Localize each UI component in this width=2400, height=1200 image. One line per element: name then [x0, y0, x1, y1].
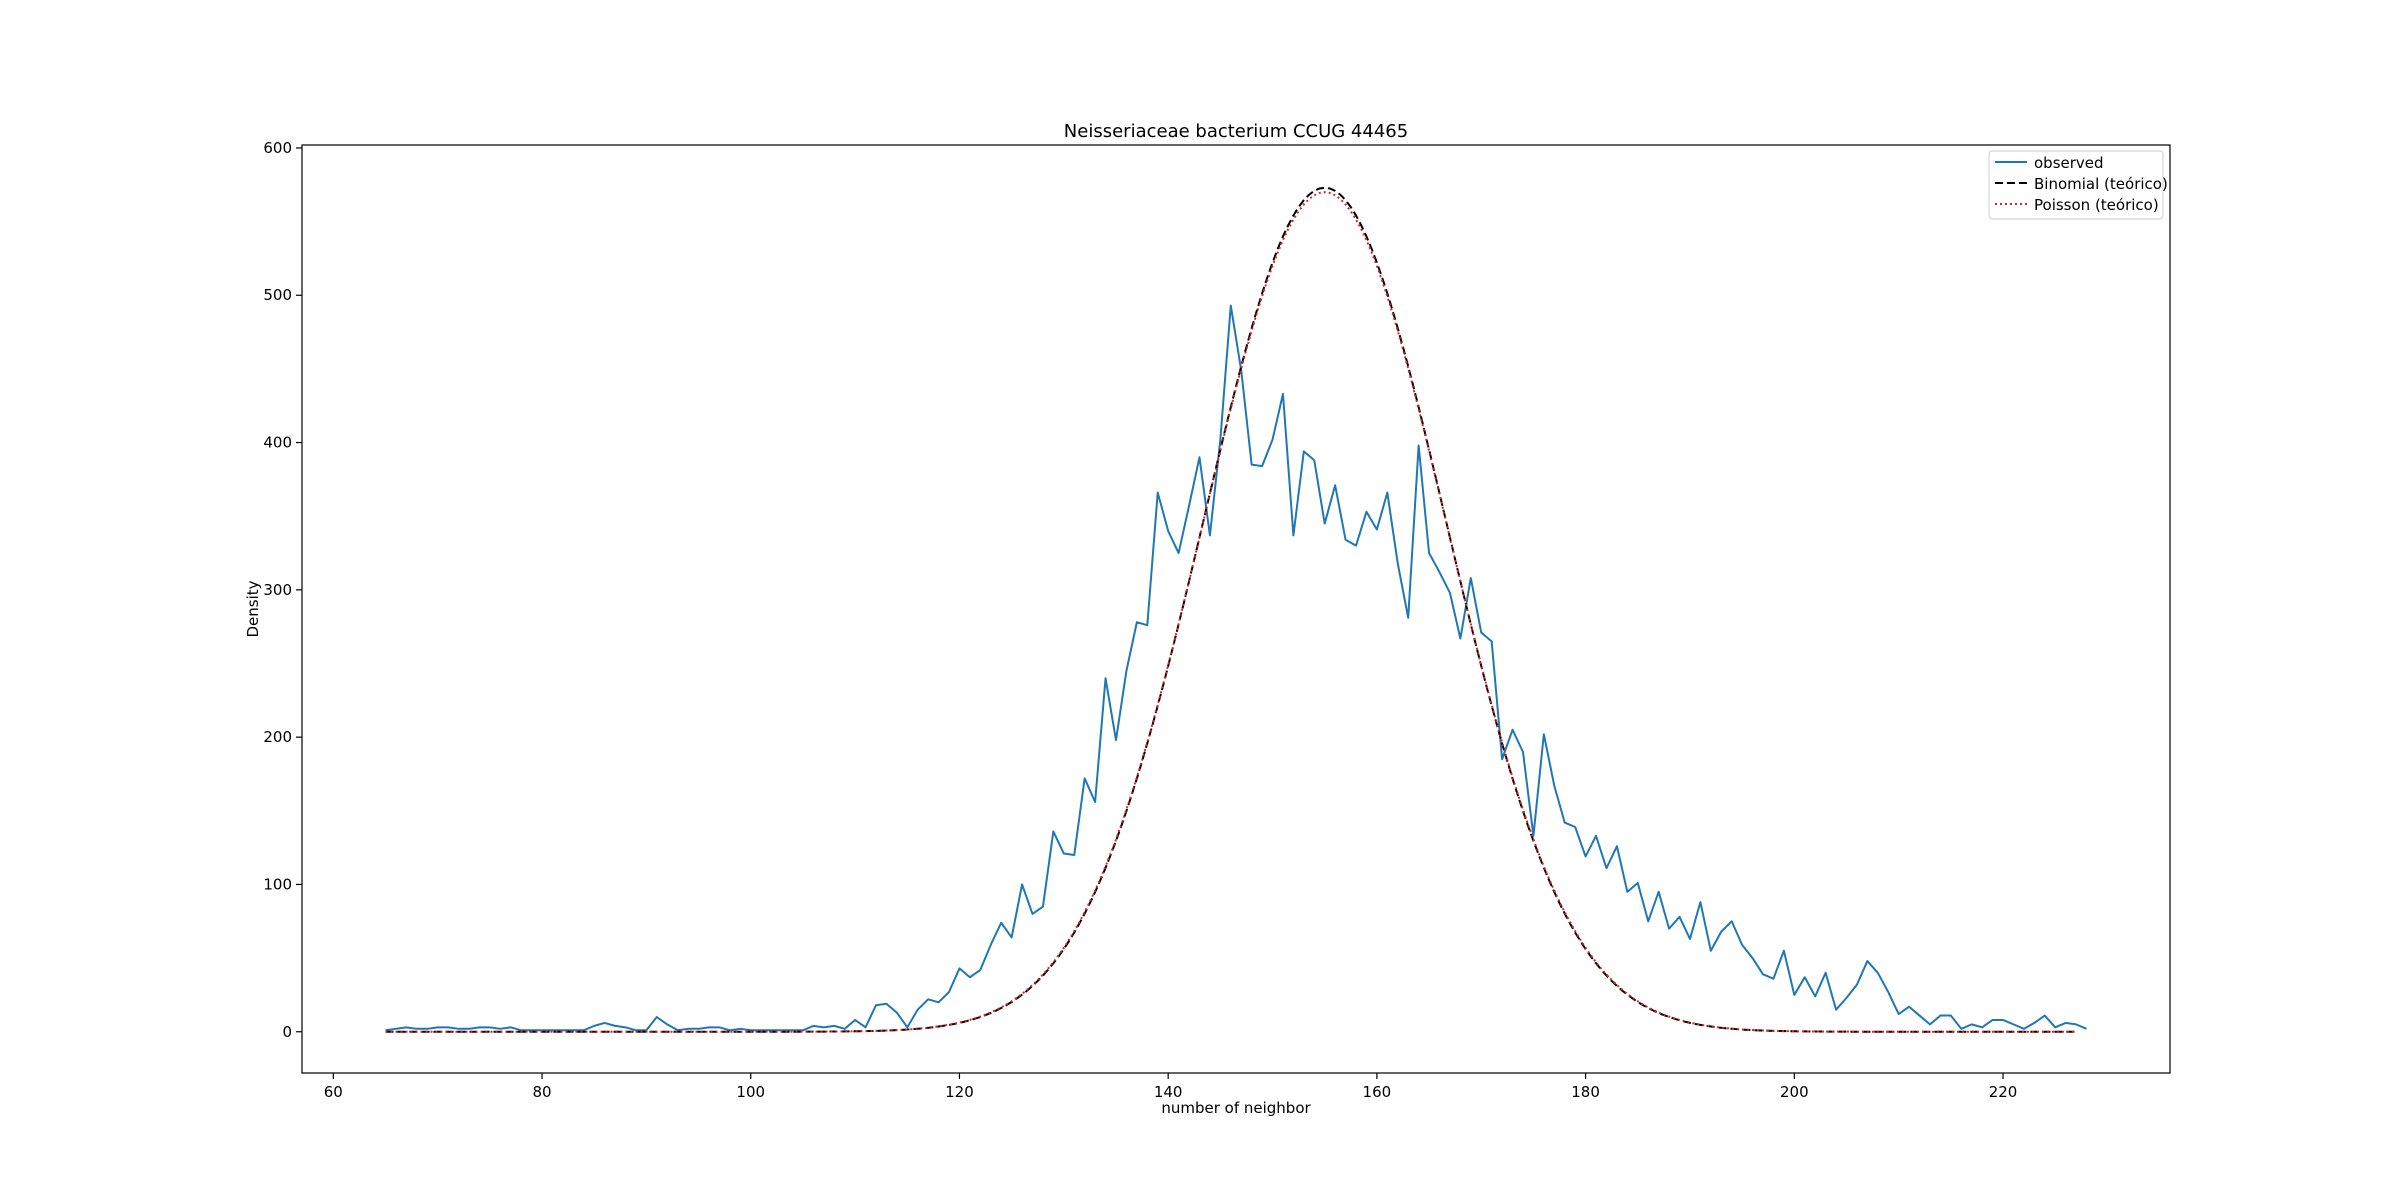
x-tick-label: 120: [945, 1083, 974, 1101]
x-tick-label: 180: [1571, 1083, 1600, 1101]
x-tick-label: 160: [1363, 1083, 1392, 1101]
legend: observed Binomial (teórico) Poisson (teó…: [1988, 150, 2168, 220]
y-tick-label: 600: [263, 139, 292, 157]
chart-title: Neisseriaceae bacterium CCUG 44465: [1064, 121, 1408, 142]
y-tick-label: 400: [263, 434, 292, 452]
y-tick-label: 100: [263, 875, 292, 893]
series-line-observed: [385, 304, 2087, 1032]
legend-label-binomial: Binomial (teórico): [2034, 175, 2168, 193]
y-tick-label: 300: [263, 581, 292, 599]
series-line-poisson: [385, 191, 2077, 1033]
series-layer: [385, 186, 2087, 1033]
y-axis-label: Density: [244, 580, 262, 637]
y-tick-label: 200: [263, 728, 292, 746]
x-tick-label: 140: [1154, 1083, 1183, 1101]
x-axis-label: number of neighbor: [1161, 1099, 1311, 1117]
y-tick-label: 500: [263, 286, 292, 304]
x-tick-label: 200: [1780, 1083, 1809, 1101]
axes-frame: [301, 144, 2171, 1074]
legend-label-poisson: Poisson (teórico): [2034, 196, 2159, 214]
x-tick-label: 60: [324, 1083, 343, 1101]
x-tick-label: 80: [532, 1083, 551, 1101]
x-tick-label: 100: [736, 1083, 765, 1101]
plot-area: [301, 144, 2171, 1074]
x-tick-label: 220: [1989, 1083, 2018, 1101]
y-axis-ticks: 0 100 200 300 400 500 600: [263, 139, 302, 1041]
x-axis-ticks: 60 80 100 120 140 160 180 200 220: [324, 1073, 2018, 1101]
legend-label-observed: observed: [2034, 154, 2104, 172]
legend-box: [1988, 150, 2164, 220]
y-tick-label: 0: [282, 1023, 292, 1041]
